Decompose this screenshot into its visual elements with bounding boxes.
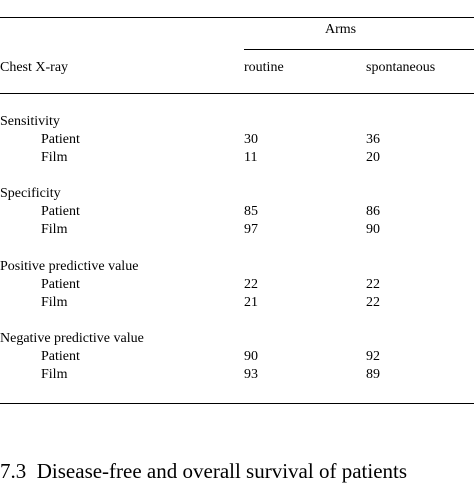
cell-value: 93 [244,367,258,382]
cell-value: 97 [244,222,258,237]
row-label: Film [41,367,68,382]
cell-value: 36 [366,132,380,147]
row-label: Patient [41,132,80,147]
row-label: Patient [41,204,80,219]
cell-value: 22 [366,277,380,292]
section-title: Positive predictive value [0,259,139,274]
row-label: Film [41,150,68,165]
cell-value: 86 [366,204,380,219]
section-title: Sensitivity [0,114,60,129]
table-top-rule [0,17,474,18]
column-header-routine: routine [244,60,284,75]
cell-value: 92 [366,349,380,364]
cell-value: 22 [366,295,380,310]
stub-header: Chest X-ray [0,60,69,75]
column-header-spontaneous: spontaneous [366,60,436,75]
section-title: Negative predictive value [0,331,144,346]
cell-value: 21 [244,295,258,310]
cell-value: 90 [366,222,380,237]
header-bottom-rule [0,93,474,94]
section-heading: 7.3 Disease-free and overall survival of… [0,459,408,483]
cell-value: 30 [244,132,258,147]
section-title: Specificity [0,186,61,201]
table-bottom-rule [0,403,474,404]
row-label: Film [41,222,68,237]
group-header-arms: Arms [325,22,357,37]
cell-value: 11 [244,150,258,165]
row-label: Film [41,295,68,310]
cell-value: 20 [366,150,380,165]
cell-value: 22 [244,277,258,292]
cell-value: 89 [366,367,380,382]
row-label: Patient [41,349,80,364]
cell-value: 85 [244,204,258,219]
group-header-rule [244,49,474,50]
row-label: Patient [41,277,80,292]
cell-value: 90 [244,349,258,364]
